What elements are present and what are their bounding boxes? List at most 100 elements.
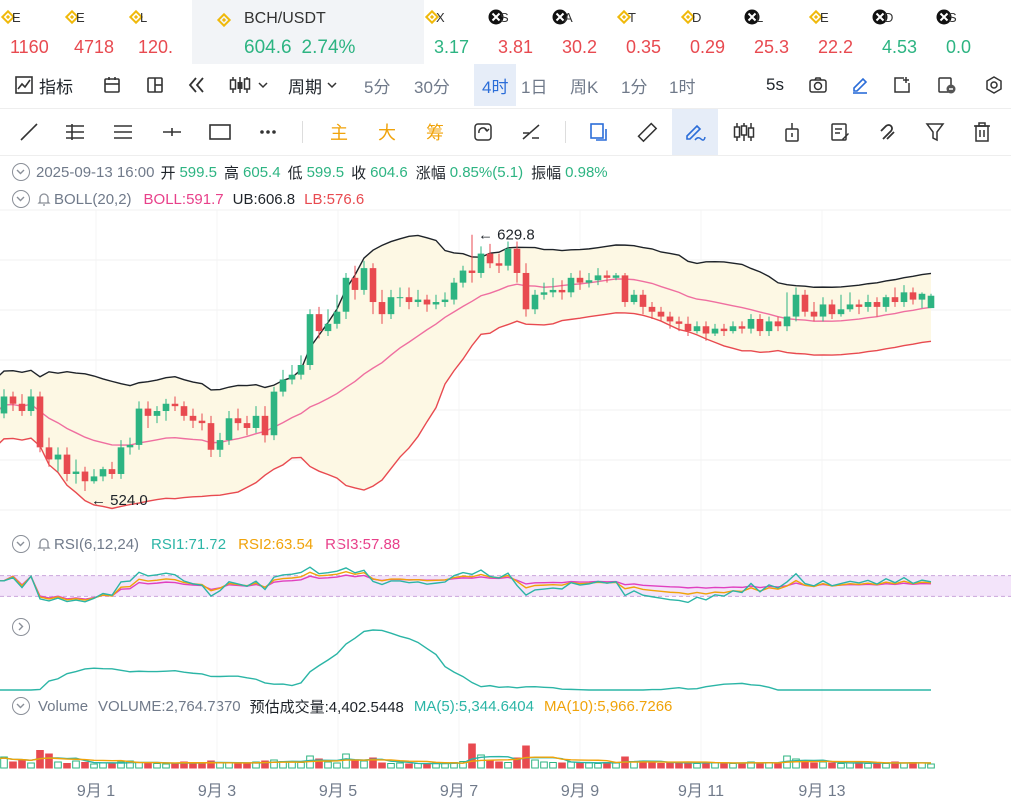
ruler-icon[interactable]	[630, 109, 664, 155]
volume-bar	[594, 763, 602, 769]
line-tool-icon[interactable]	[12, 109, 46, 155]
volume-bar	[657, 763, 665, 769]
x-tick-label: 9月 13	[798, 783, 845, 800]
replay-icon[interactable]	[186, 64, 208, 106]
delete-drawing-icon[interactable]	[936, 64, 958, 106]
oscillator-line	[0, 629, 931, 691]
volume-bar	[189, 762, 197, 769]
boll-ub: UB:606.8	[232, 190, 296, 208]
ticker-4[interactable]: X 3.17	[424, 0, 488, 64]
indicator-chart-icon	[15, 76, 33, 94]
camera-icon[interactable]	[808, 64, 828, 106]
rsi3-value: RSI3:57.88	[325, 535, 401, 553]
ticker-price: 4.53	[882, 37, 918, 57]
candle-body	[486, 253, 494, 264]
chevron-right-icon[interactable]	[12, 618, 30, 636]
ticker-7[interactable]: T 0.35	[616, 0, 680, 64]
volume-bar	[243, 763, 251, 769]
pen-tool-icon[interactable]	[672, 109, 718, 155]
horizontal-line-icon[interactable]	[155, 109, 189, 155]
boll-mid-line	[0, 278, 932, 446]
edit-icon[interactable]	[850, 64, 870, 106]
interval-4[interactable]: 周K	[570, 77, 599, 97]
note-edit-icon[interactable]	[823, 109, 857, 155]
rectangle-icon[interactable]	[203, 109, 237, 155]
candle-body	[693, 326, 701, 332]
volume-bar	[432, 762, 440, 769]
interval-1[interactable]: 30分	[414, 77, 450, 97]
chevron-down-icon[interactable]	[12, 697, 30, 715]
settings-icon[interactable]	[984, 64, 1004, 106]
volume-bar	[900, 762, 908, 769]
close-label: 收	[351, 164, 367, 182]
parallel-lines-icon[interactable]	[58, 109, 92, 155]
fib-lines-icon[interactable]	[106, 109, 140, 155]
volume-bar	[342, 753, 350, 769]
copy-icon[interactable]	[582, 109, 616, 155]
indicators-button[interactable]: 指标	[14, 64, 73, 106]
interval-6[interactable]: 1时	[669, 77, 696, 97]
filter-icon[interactable]	[918, 109, 952, 155]
candle-type-button[interactable]	[228, 64, 270, 106]
add-note-icon[interactable]	[892, 64, 912, 106]
interval-0[interactable]: 5分	[364, 77, 391, 97]
bell-icon[interactable]	[36, 536, 52, 552]
interval-3[interactable]: 1日	[521, 77, 548, 97]
ticker-10[interactable]: E 22.2	[808, 0, 872, 64]
ticker-price: 4718	[74, 37, 115, 57]
volume-bar	[162, 763, 170, 769]
ticker-2[interactable]: L 120.	[128, 0, 192, 64]
ticker-9[interactable]: L 25.3	[744, 0, 808, 64]
volume-bar	[153, 763, 161, 769]
refresh-rate[interactable]: 5s	[766, 75, 784, 94]
volume-bar	[684, 761, 692, 769]
candle-body	[540, 292, 548, 295]
ticker-12[interactable]: S 0.0	[936, 0, 1000, 64]
chevron-down-icon[interactable]	[12, 190, 30, 208]
lock-icon[interactable]	[775, 109, 809, 155]
candle-body	[819, 304, 827, 317]
ticker-5[interactable]: S 3.81	[488, 0, 552, 64]
split-view-icon[interactable]	[145, 64, 165, 106]
candle-body	[594, 275, 602, 281]
sync-icon[interactable]	[466, 109, 500, 155]
candle-body	[81, 471, 89, 482]
candle-body	[774, 321, 782, 327]
trash-icon[interactable]	[965, 109, 999, 155]
volume-bar	[531, 759, 539, 769]
ticker-11[interactable]: D 4.53	[872, 0, 936, 64]
chevron-down-icon	[327, 82, 337, 89]
ticker-8[interactable]: D 0.29	[680, 0, 744, 64]
candle-pattern-icon[interactable]	[727, 109, 761, 155]
volume-bar	[315, 758, 323, 769]
main-indicator-button[interactable]: 主	[330, 123, 348, 143]
more-icon[interactable]	[251, 109, 285, 155]
ticker-symbol: L	[756, 10, 764, 25]
boll-lb: LB:576.6	[304, 190, 365, 208]
candle-body	[531, 294, 539, 310]
big-order-button[interactable]: 大	[378, 123, 396, 143]
layout-icon[interactable]	[102, 64, 122, 106]
bell-icon[interactable]	[36, 191, 52, 207]
volume-bar	[630, 761, 638, 769]
ticker-1[interactable]: E 4718	[64, 0, 128, 64]
interval-5[interactable]: 1分	[621, 77, 648, 97]
candle-body	[99, 469, 107, 477]
magnet-icon[interactable]	[871, 109, 905, 155]
ticker-3[interactable]: BCH/USDT 604.6 2.74%	[192, 0, 424, 64]
candle-body	[648, 306, 656, 312]
chevron-down-icon[interactable]	[12, 535, 30, 553]
measure-icon[interactable]	[514, 109, 548, 155]
period-dropdown[interactable]: 周期	[288, 64, 339, 106]
candle-body	[450, 282, 458, 300]
chevron-down-icon[interactable]	[12, 163, 30, 181]
ticker-0[interactable]: E 1160	[0, 0, 64, 64]
ticker-6[interactable]: A 30.2	[552, 0, 616, 64]
chip-distribution-button[interactable]: 筹	[426, 123, 444, 143]
volume-bar	[864, 763, 872, 769]
interval-2[interactable]: 4时	[474, 64, 517, 106]
rsi-name: RSI(6,12,24)	[54, 535, 140, 553]
x-tick-label: 9月 1	[77, 783, 115, 800]
volume-bar	[450, 762, 458, 769]
volume-bar	[729, 763, 737, 769]
